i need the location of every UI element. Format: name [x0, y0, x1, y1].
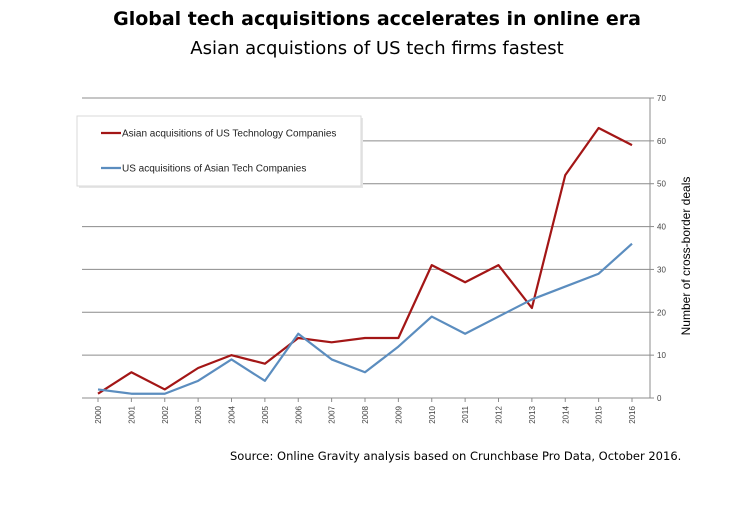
x-tick-label: 2015 [595, 405, 604, 423]
series-line-2 [97, 242, 633, 395]
legend: Asian acquisitions of US Technology Comp… [76, 115, 363, 188]
legend-box [76, 115, 362, 187]
x-tick-label: 2007 [328, 405, 337, 423]
x-tick-label: 2000 [94, 405, 103, 423]
y-tick-label: 60 [657, 137, 666, 146]
legend-label-1: Asian acquisitions of US Technology Comp… [122, 129, 336, 140]
y-axis-title: Number of cross-border deals [679, 177, 693, 336]
source-note: Source: Online Gravity analysis based on… [230, 449, 682, 463]
x-tick-label: 2011 [461, 405, 470, 423]
y-tick-label: 0 [657, 394, 662, 403]
y-tick-label: 50 [657, 180, 666, 189]
x-tick-label: 2004 [228, 405, 237, 423]
x-tick-label: 2008 [361, 405, 370, 423]
x-tick-label: 2012 [495, 405, 504, 423]
y-tick-label: 40 [657, 223, 666, 232]
y-tick-label: 10 [657, 351, 666, 360]
chart-title: Global tech acquisitions accelerates in … [113, 8, 641, 30]
y-tick-label: 30 [657, 265, 666, 274]
y-tick-label: 70 [657, 94, 666, 103]
x-tick-label: 2013 [528, 405, 537, 423]
x-tick-label: 2010 [428, 405, 437, 423]
chart-subtitle: Asian acquistions of US tech firms faste… [190, 38, 564, 59]
x-tick-label: 2006 [294, 405, 303, 423]
x-tick-label: 2002 [161, 405, 170, 423]
legend-label-2: US acquisitions of Asian Tech Companies [122, 164, 306, 175]
series-group [97, 126, 633, 395]
x-tick-label: 2005 [261, 405, 270, 423]
x-tick-label: 2014 [561, 405, 570, 423]
x-tick-label: 2003 [194, 405, 203, 423]
x-tick-label: 2001 [127, 405, 136, 423]
axes: 0 10 20 30 40 50 60 70 2000 2001 2002 2003 2004 2005 2… [82, 94, 693, 424]
x-tick-label: 2016 [628, 405, 637, 423]
y-tick-label: 20 [657, 308, 666, 317]
x-tick-label: 2009 [394, 405, 403, 423]
